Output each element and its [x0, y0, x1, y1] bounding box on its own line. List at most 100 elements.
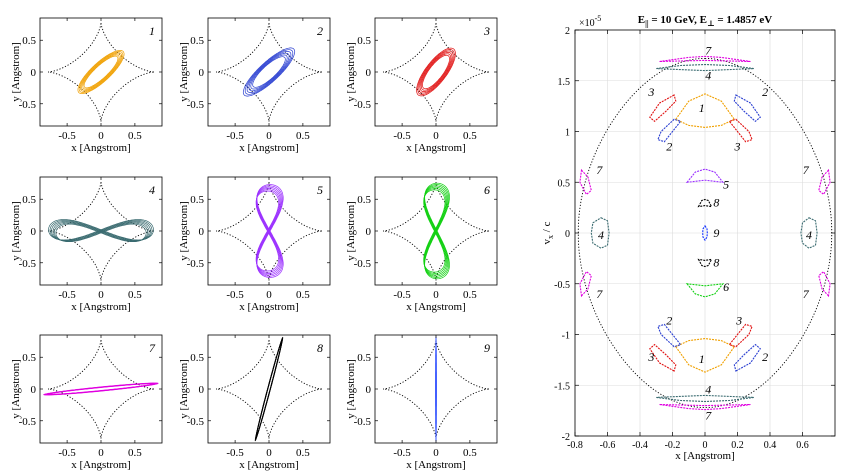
island-label-9: 9 — [713, 226, 719, 240]
x-tick-label: 0.5 — [128, 447, 142, 459]
x-tick-label: 0.5 — [463, 289, 477, 301]
trajectory-panel-8: -0.5 0 0.5-0.500.5x [Angstrom]y [Angstrom]… — [178, 334, 331, 471]
y-tick-label: 0.5 — [190, 194, 204, 206]
y-tick-label: 0.5 — [357, 194, 371, 206]
y-tick-label: 0 — [366, 226, 372, 238]
y-tick-label: 0.5 — [22, 194, 36, 206]
trajectory-curve — [435, 336, 437, 442]
trajectory-panel-5: -0.5 0 0.5-0.500.5x [Angstrom]y [Angstrom]… — [178, 176, 331, 313]
panel-frame — [39, 334, 163, 444]
x-axis-label: x [Angstrom] — [406, 301, 466, 313]
island-2b — [657, 118, 682, 143]
y-tick-label: 0.5 — [558, 178, 571, 189]
island-label-1b: 1 — [699, 352, 705, 366]
trajectory-curve — [43, 382, 159, 396]
channel-boundary — [48, 339, 154, 439]
y-tick-label: 0 — [366, 384, 372, 396]
island-3a — [649, 94, 677, 123]
x-tick-label: -0.6 — [600, 440, 616, 451]
island-8a — [697, 198, 713, 208]
y-tick-label: -0.5 — [354, 258, 372, 270]
island-label-7d: 7 — [803, 163, 810, 177]
island-9 — [702, 224, 708, 242]
title-perp-subscript: ⊥ — [707, 19, 715, 28]
y-tick-label: -1.5 — [554, 381, 570, 392]
y-axis-label-tail: / c — [541, 221, 553, 235]
channel-boundary — [216, 339, 322, 439]
y-axis-label: y [Angstrom] — [10, 201, 22, 261]
island-label-7b: 7 — [705, 409, 712, 423]
island-label-3b: 3 — [734, 140, 741, 154]
trajectory-curve — [82, 54, 120, 90]
island-2c — [657, 323, 682, 348]
trajectory-curve — [48, 219, 154, 241]
y-tick-label: 0.5 — [190, 35, 204, 47]
x-tick-label: -0.5 — [393, 130, 411, 142]
y-tick-label: -0.5 — [554, 280, 570, 291]
trajectory-curve — [252, 56, 286, 88]
trajectory-curve — [254, 336, 284, 442]
x-tick-label: 0 — [703, 440, 708, 451]
panel-number-label: 8 — [317, 341, 323, 355]
y-tick-label: -0.5 — [354, 416, 372, 428]
island-5 — [685, 168, 725, 184]
x-tick-label: 0 — [433, 130, 439, 142]
panel-frame — [207, 334, 331, 444]
x-tick-label: 0.4 — [764, 440, 777, 451]
y-axis-label-v: v — [541, 238, 553, 244]
island-label-7c: 7 — [596, 163, 603, 177]
y-axis-label: y [Angstrom] — [10, 359, 22, 419]
trajectory-panel-3: -0.5 0 0.5-0.500.5x [Angstrom]y [Angstrom]… — [345, 17, 498, 154]
x-tick-label: 0 — [98, 130, 104, 142]
panel-number-label: 2 — [317, 24, 323, 38]
y-axis-label-subscript: x — [546, 235, 555, 239]
island-4d — [800, 217, 818, 249]
panel-number-label: 1 — [149, 24, 155, 38]
y-tick-label: -0.5 — [354, 99, 372, 111]
x-axis-label: x [Angstrom] — [406, 142, 466, 154]
x-tick-label: 0.2 — [731, 440, 744, 451]
y-tick-label: 0 — [31, 226, 37, 238]
y-tick-label: 1.5 — [558, 77, 571, 88]
y-tick-label: 0.5 — [190, 352, 204, 364]
title-e-parallel-value: = 10 GeV, — [649, 14, 700, 26]
x-tick-label: -0.5 — [393, 289, 411, 301]
x-tick-label: -0.5 — [58, 447, 76, 459]
title-e-perp-value: = 1.4857 eV — [715, 14, 773, 26]
y-tick-label: -0.5 — [19, 99, 37, 111]
y-tick-label: 1 — [565, 128, 570, 139]
panel-frame — [374, 17, 498, 127]
y-tick-label: 0 — [199, 384, 205, 396]
x-tick-label: -0.5 — [393, 447, 411, 459]
trajectory-curve — [417, 49, 455, 95]
trajectory-curve — [242, 47, 296, 97]
y-axis-label: y [Angstrom] — [178, 359, 190, 419]
trajectory-curve — [80, 52, 122, 92]
y-tick-label: -1 — [562, 331, 570, 342]
x-axis-label: x [Angstrom] — [239, 301, 299, 313]
island-4b — [656, 394, 754, 403]
x-axis-label: x [Angstrom] — [71, 142, 131, 154]
trajectory-panel-1: -0.5 0 0.5-0.500.5x [Angstrom]y [Angstrom]… — [10, 17, 163, 154]
chart-title: E|| = 10 GeV, E⊥ = 1.4857 eV — [638, 14, 773, 28]
island-2d — [733, 343, 762, 372]
island-label-7a: 7 — [705, 43, 712, 57]
island-3d — [649, 343, 677, 372]
island-label-2c: 2 — [666, 313, 672, 327]
y-axis-label: y [Angstrom] — [345, 201, 357, 261]
phase-space-chart: 1 1 2 2 2 2 3 3 3 3 4 4 4 4 5 6 7 7 7 7 7 7 8 8 9 -0.8 -0.6 -0.4 -0.… — [541, 14, 836, 462]
trajectory-panel-2: -0.5 0 0.5-0.500.5x [Angstrom]y [Angstrom]… — [178, 17, 331, 154]
y-tick-label: -0.5 — [187, 258, 205, 270]
y-exponent-power: -5 — [595, 14, 602, 23]
channel-boundary — [383, 181, 489, 281]
island-3b — [728, 118, 753, 143]
trajectory-curve — [244, 49, 294, 95]
trajectory-panel-7: -0.5 0 0.5-0.500.5x [Angstrom]y [Angstrom]… — [10, 334, 163, 471]
x-axis-label: x [Angstrom] — [675, 450, 735, 462]
y-tick-label: 0 — [565, 229, 570, 240]
island-label-7f: 7 — [803, 287, 810, 301]
x-tick-label: -0.5 — [58, 130, 76, 142]
y-tick-label: -0.5 — [187, 99, 205, 111]
island-label-5: 5 — [723, 177, 729, 191]
